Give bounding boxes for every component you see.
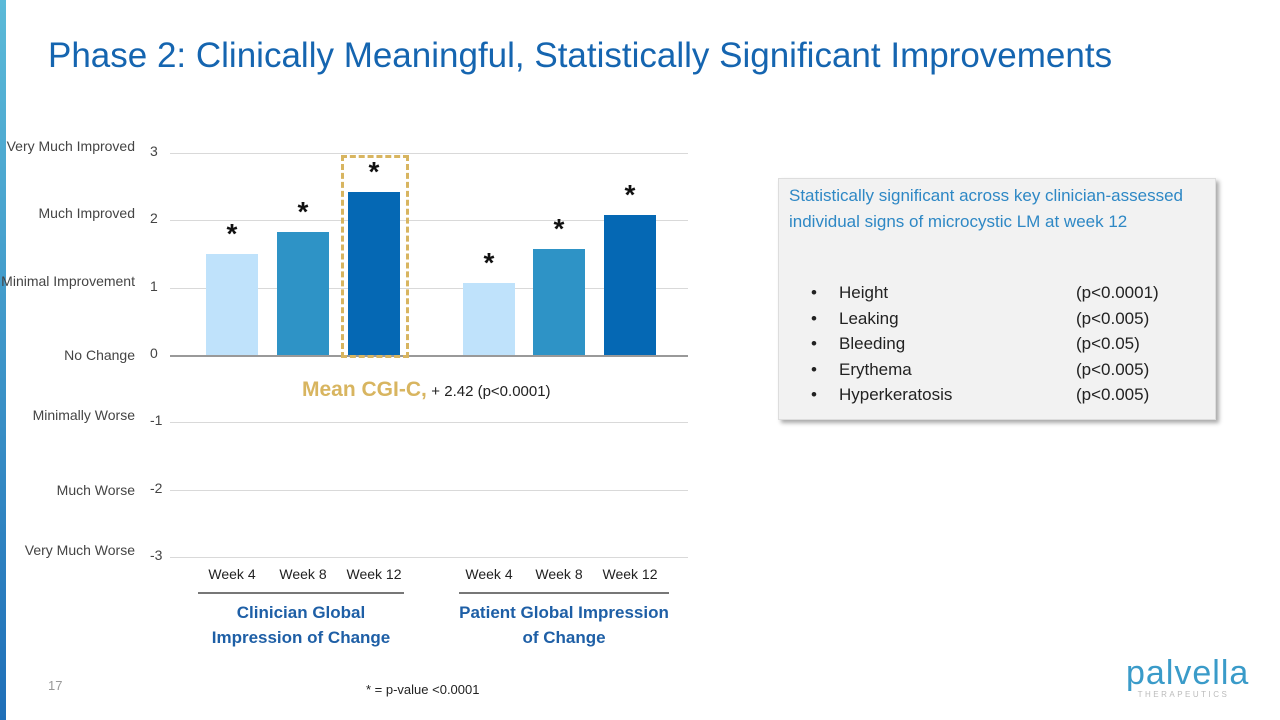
significance-star: * bbox=[553, 212, 565, 244]
significance-star: * bbox=[368, 156, 380, 188]
sign-p-value: (p<0.005) bbox=[1076, 359, 1150, 379]
y-tick-label: 1 bbox=[150, 277, 158, 294]
group-label: Clinician Global Impression of Change bbox=[211, 603, 391, 647]
significance-star: * bbox=[297, 195, 309, 227]
x-tick-label: Week 12 bbox=[602, 566, 658, 582]
bar bbox=[348, 192, 400, 355]
y-tick-label: 3 bbox=[150, 143, 158, 160]
y-category-label: No Change bbox=[64, 347, 135, 363]
gridline bbox=[170, 556, 688, 558]
x-tick-label: Week 4 bbox=[465, 566, 513, 582]
x-tick-label: Week 8 bbox=[535, 566, 583, 582]
sign-name: Bleeding bbox=[839, 334, 906, 353]
gridline bbox=[170, 489, 688, 491]
x-tick-label: Week 12 bbox=[346, 566, 402, 582]
footnote: * = p-value <0.0001 bbox=[366, 682, 480, 697]
gridline bbox=[170, 355, 688, 357]
x-tick-label: Week 4 bbox=[208, 566, 256, 582]
y-tick-label: -2 bbox=[150, 479, 163, 496]
y-category-label: Much Worse bbox=[56, 481, 135, 498]
gridline bbox=[170, 220, 688, 222]
sign-p-value: (p<0.005) bbox=[1076, 308, 1150, 328]
group-divider bbox=[198, 592, 404, 594]
x-tick-label: Week 8 bbox=[279, 566, 327, 582]
y-category-label: Minimally Worse bbox=[32, 407, 135, 424]
slide-edge-accent bbox=[0, 0, 6, 720]
palvella-logo: palvella THERAPEUTICS bbox=[1126, 654, 1250, 699]
sign-item: • Height (p<0.0001) bbox=[811, 283, 1159, 302]
gridline bbox=[170, 287, 688, 289]
y-category-label: Very Much Improved bbox=[6, 138, 135, 155]
sign-p-value: (p<0.005) bbox=[1076, 385, 1150, 404]
bar bbox=[604, 215, 656, 355]
annotation-value: + 2.42 (p<0.0001) bbox=[431, 383, 551, 400]
sign-item: • Bleeding (p<0.05) bbox=[811, 334, 1140, 353]
y-tick-label: 0 bbox=[150, 345, 158, 361]
sign-name: Leaking bbox=[839, 308, 899, 328]
highlight-box bbox=[341, 155, 409, 358]
bar bbox=[463, 282, 515, 355]
significance-star: * bbox=[226, 218, 238, 250]
y-tick-label: 2 bbox=[150, 210, 158, 227]
group-divider bbox=[459, 592, 669, 594]
y-tick-label: -3 bbox=[150, 546, 163, 563]
bar bbox=[277, 231, 329, 355]
bar bbox=[206, 254, 258, 355]
sign-p-value: (p<0.0001) bbox=[1076, 283, 1159, 302]
group-label: Patient Global Impression of Change bbox=[459, 603, 669, 647]
y-tick-label: -1 bbox=[150, 412, 163, 429]
sign-item: • Erythema (p<0.005) bbox=[811, 359, 1150, 379]
gridline bbox=[170, 422, 688, 424]
y-category-label: Much Improved bbox=[38, 205, 135, 222]
significance-star: * bbox=[624, 179, 636, 211]
sign-name: Hyperkeratosis bbox=[839, 385, 953, 404]
slide-title: Phase 2: Clinically Meaningful, Statisti… bbox=[48, 36, 1113, 75]
annotation: Mean CGI-C, + 2.42 (p<0.0001) bbox=[302, 378, 551, 402]
significance-star: * bbox=[483, 246, 495, 278]
sign-name: Erythema bbox=[839, 359, 912, 379]
box-heading: Statistically significant across key cli… bbox=[789, 186, 1183, 231]
sign-p-value: (p<0.05) bbox=[1076, 334, 1140, 353]
y-category-label: Minimal Improvement bbox=[1, 272, 135, 289]
significance-box: Statistically significant across key cli… bbox=[778, 178, 1216, 420]
sign-item: • Leaking (p<0.005) bbox=[811, 308, 1150, 328]
sign-name: Height bbox=[839, 283, 889, 302]
page-number: 17 bbox=[48, 678, 63, 693]
gridline bbox=[170, 153, 688, 155]
annotation-label: Mean CGI-C, bbox=[302, 378, 427, 401]
bar bbox=[533, 248, 585, 355]
sign-item: • Hyperkeratosis (p<0.005) bbox=[811, 385, 1150, 404]
y-category-label: Very Much Worse bbox=[24, 541, 135, 558]
